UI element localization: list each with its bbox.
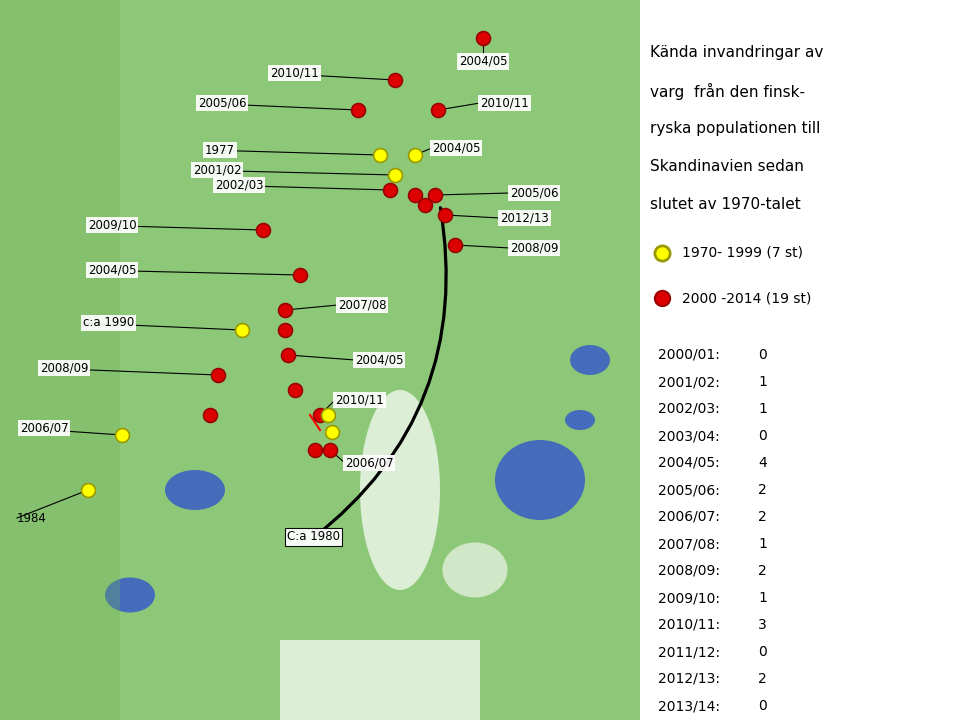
Text: 2: 2	[758, 483, 767, 497]
Text: 2012/13:: 2012/13:	[658, 672, 720, 686]
Point	[81, 485, 96, 496]
Ellipse shape	[495, 440, 585, 520]
Text: 2010/11: 2010/11	[270, 66, 319, 79]
Point	[280, 349, 296, 361]
Ellipse shape	[443, 542, 508, 598]
Text: 2004/05:: 2004/05:	[658, 456, 720, 470]
Point	[307, 444, 323, 456]
Bar	[640, 0, 960, 720]
Point	[407, 149, 422, 161]
Text: 0: 0	[758, 645, 767, 659]
Text: 2008/09: 2008/09	[40, 361, 88, 374]
Text: 1984: 1984	[17, 511, 47, 524]
Text: 2001/02: 2001/02	[193, 163, 242, 176]
Point	[418, 199, 433, 211]
Point	[447, 239, 463, 251]
Text: 2: 2	[758, 564, 767, 578]
Ellipse shape	[565, 410, 595, 430]
Text: 4: 4	[758, 456, 767, 470]
Bar	[280, 640, 480, 720]
Text: Skandinavien sedan: Skandinavien sedan	[650, 159, 804, 174]
Text: 2004/05: 2004/05	[88, 264, 136, 276]
Text: 0: 0	[758, 429, 767, 443]
Text: 2006/07: 2006/07	[20, 421, 68, 434]
Text: 1: 1	[758, 591, 767, 605]
Point	[312, 409, 327, 420]
Ellipse shape	[105, 577, 155, 613]
Text: 1: 1	[758, 402, 767, 416]
Point	[387, 74, 402, 86]
Point	[255, 224, 271, 235]
Text: 2003/04:: 2003/04:	[658, 429, 720, 443]
Point	[114, 429, 130, 441]
Ellipse shape	[165, 470, 225, 510]
Point	[350, 104, 366, 116]
Text: 2: 2	[758, 672, 767, 686]
Ellipse shape	[360, 390, 440, 590]
Point	[234, 324, 250, 336]
Text: 1977: 1977	[205, 143, 235, 156]
Text: varg  från den finsk-: varg från den finsk-	[650, 83, 805, 100]
Ellipse shape	[570, 345, 610, 375]
Point	[382, 184, 397, 196]
Text: 3: 3	[758, 618, 767, 632]
Text: 2007/08: 2007/08	[338, 299, 387, 312]
Point	[372, 149, 388, 161]
Bar	[0, 0, 120, 720]
Text: 2006/07:: 2006/07:	[658, 510, 720, 524]
Text: 2007/08:: 2007/08:	[658, 537, 720, 551]
Text: 1: 1	[758, 537, 767, 551]
Text: 0: 0	[758, 699, 767, 713]
Text: 2004/05: 2004/05	[432, 142, 481, 155]
Text: 1970- 1999 (7 st): 1970- 1999 (7 st)	[682, 246, 803, 260]
Text: slutet av 1970-talet: slutet av 1970-talet	[650, 197, 801, 212]
Text: 2002/03:: 2002/03:	[658, 402, 720, 416]
Text: 2000/01:: 2000/01:	[658, 348, 720, 362]
Text: 2009/10:: 2009/10:	[658, 591, 720, 605]
Text: 2011/12:: 2011/12:	[658, 645, 720, 659]
Text: 2008/09: 2008/09	[510, 241, 559, 254]
Point	[407, 189, 422, 201]
Text: Kända invandringar av: Kända invandringar av	[650, 45, 824, 60]
Text: 2004/05: 2004/05	[459, 55, 507, 68]
Text: 2001/02:: 2001/02:	[658, 375, 720, 389]
Point	[287, 384, 302, 396]
Text: 2005/06:: 2005/06:	[658, 483, 720, 497]
Text: 0: 0	[758, 348, 767, 362]
Text: 1: 1	[758, 375, 767, 389]
Text: ryska populationen till: ryska populationen till	[650, 121, 821, 136]
Text: 2012/13: 2012/13	[500, 212, 549, 225]
Text: 2005/06: 2005/06	[510, 186, 559, 199]
Point	[427, 189, 443, 201]
Point	[438, 210, 453, 221]
Point	[277, 324, 293, 336]
Point	[655, 247, 670, 258]
Point	[323, 444, 338, 456]
Text: 2006/07: 2006/07	[345, 456, 394, 469]
Text: 2005/06: 2005/06	[198, 96, 247, 109]
Point	[203, 409, 218, 420]
Text: c:a 1990: c:a 1990	[83, 317, 134, 330]
Text: C:a 1980: C:a 1980	[287, 531, 340, 544]
Text: 2010/11: 2010/11	[480, 96, 529, 109]
Text: 2004/05: 2004/05	[355, 354, 403, 366]
Point	[277, 305, 293, 316]
Point	[430, 104, 445, 116]
Point	[475, 32, 491, 44]
Point	[324, 426, 340, 438]
Bar	[0, 0, 640, 720]
Text: 2008/09:: 2008/09:	[658, 564, 720, 578]
Text: 2000 -2014 (19 st): 2000 -2014 (19 st)	[682, 291, 811, 305]
Point	[321, 409, 336, 420]
Text: 2002/03: 2002/03	[215, 179, 263, 192]
Point	[210, 369, 226, 381]
Point	[655, 292, 670, 304]
Text: 2010/11: 2010/11	[335, 394, 384, 407]
Text: 2009/10: 2009/10	[88, 218, 136, 232]
Text: 2010/11:: 2010/11:	[658, 618, 720, 632]
Text: 2: 2	[758, 510, 767, 524]
Point	[292, 269, 307, 281]
Point	[387, 169, 402, 181]
Text: 2013/14:: 2013/14:	[658, 699, 720, 713]
